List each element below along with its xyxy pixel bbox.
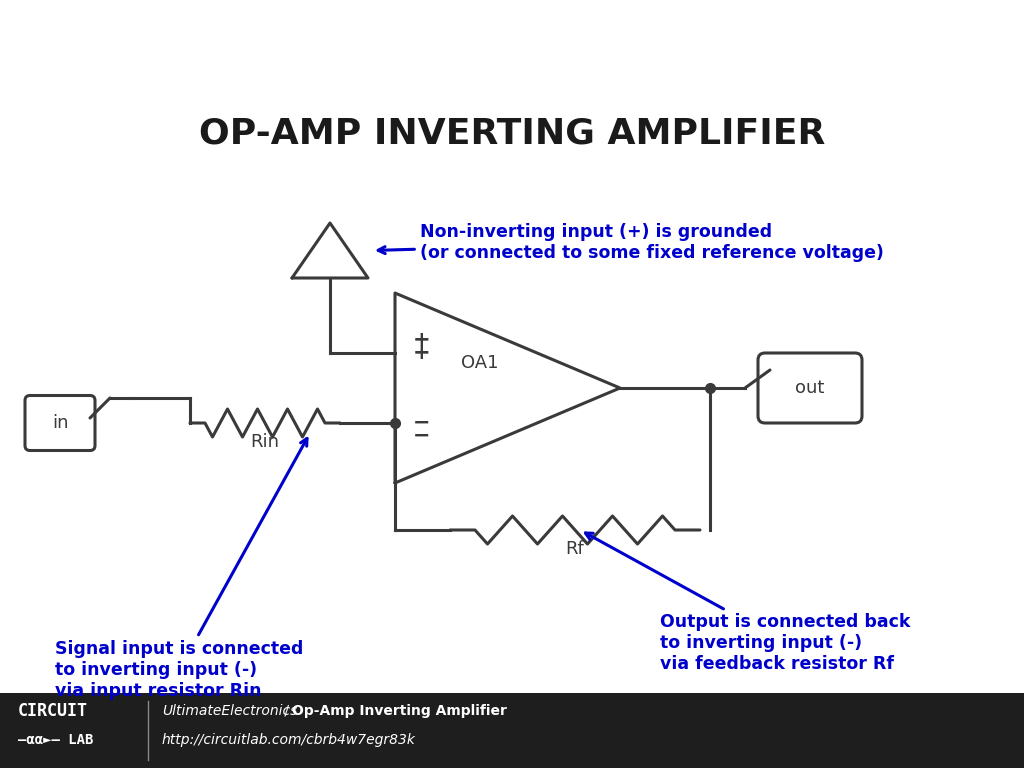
Text: Rf: Rf [565, 540, 585, 558]
Text: −: − [413, 413, 430, 433]
Text: Non-inverting input (+) is grounded
(or connected to some fixed reference voltag: Non-inverting input (+) is grounded (or … [378, 223, 884, 262]
Text: Rin: Rin [251, 433, 280, 451]
FancyBboxPatch shape [758, 353, 862, 423]
FancyBboxPatch shape [25, 396, 95, 451]
Text: out: out [796, 379, 824, 397]
Text: +: + [413, 330, 431, 350]
Text: Output is connected back
to inverting input (-)
via feedback resistor Rf: Output is connected back to inverting in… [586, 533, 910, 673]
Text: http://circuitlab.com/cbrb4w7egr83k: http://circuitlab.com/cbrb4w7egr83k [162, 733, 416, 747]
Text: /: / [280, 704, 293, 718]
Text: −: − [413, 425, 430, 445]
Text: CIRCUIT: CIRCUIT [18, 702, 88, 720]
Text: —αα►— LAB: —αα►— LAB [18, 733, 93, 747]
Text: OA1: OA1 [461, 354, 499, 372]
Text: in: in [52, 414, 69, 432]
Text: Op-Amp Inverting Amplifier: Op-Amp Inverting Amplifier [292, 704, 507, 718]
Text: UltimateElectronics: UltimateElectronics [162, 704, 297, 718]
Text: OP-AMP INVERTING AMPLIFIER: OP-AMP INVERTING AMPLIFIER [199, 116, 825, 150]
Bar [0, 693, 1024, 768]
Text: +: + [413, 343, 431, 363]
Text: Signal input is connected
to inverting input (-)
via input resistor Rin: Signal input is connected to inverting i… [55, 439, 307, 700]
